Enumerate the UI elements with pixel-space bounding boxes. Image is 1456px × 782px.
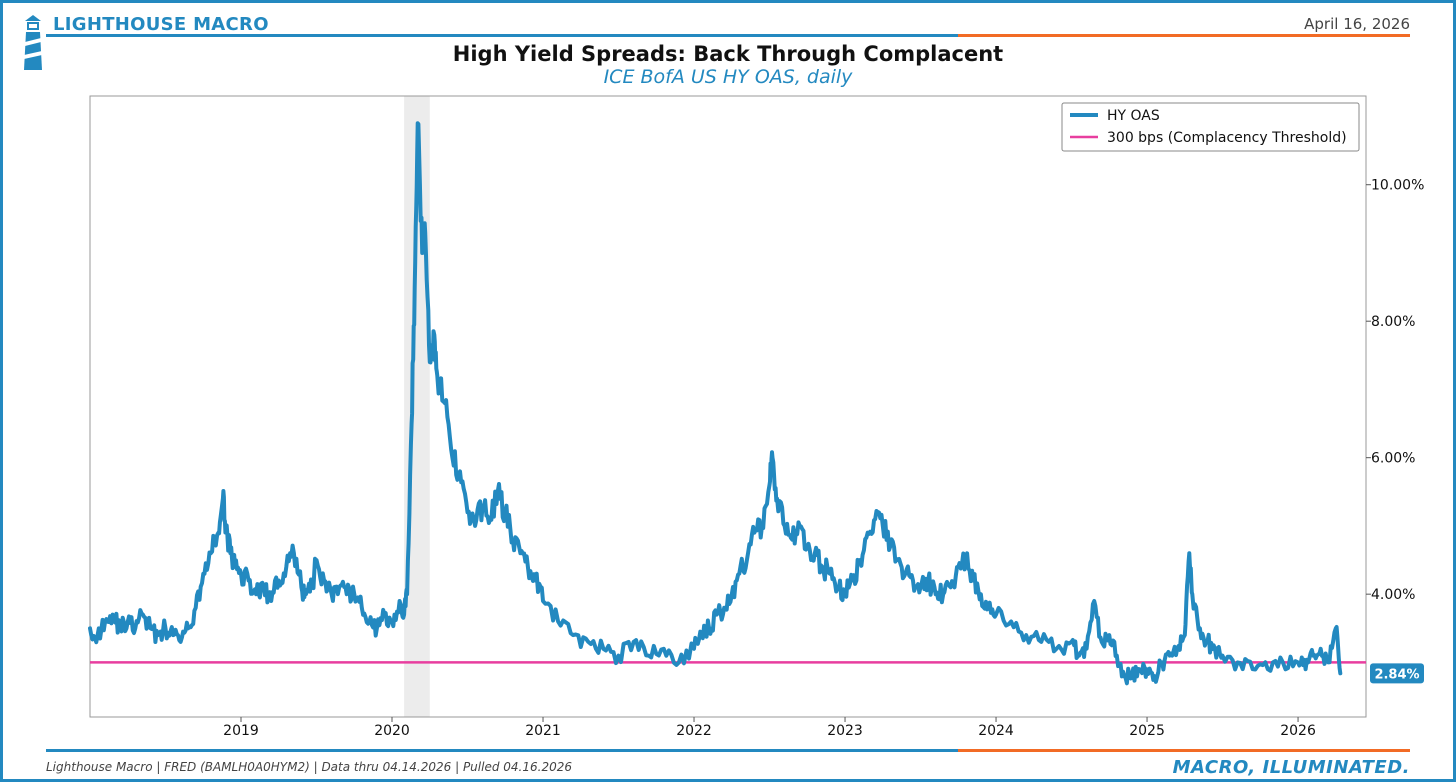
report-date: April 16, 2026	[1304, 15, 1410, 33]
x-axis: 2019 2020 2021 2022 2023 2024 2025 2026	[223, 717, 1316, 739]
chart-subtitle: ICE BofA US HY OAS, daily	[603, 66, 853, 88]
chart-title: High Yield Spreads: Back Through Complac…	[452, 42, 1004, 66]
lighthouse-logo-icon	[24, 15, 42, 70]
last-value-badge: 2.84%	[1370, 663, 1424, 684]
x-tick-label: 2019	[223, 723, 259, 739]
brand-name: LIGHTHOUSE MACRO	[53, 14, 269, 35]
footer-rule-blue	[46, 749, 958, 752]
x-tick-label: 2026	[1280, 723, 1316, 739]
source-note: Lighthouse Macro | FRED (BAMLH0A0HYM2) |…	[46, 760, 572, 774]
legend-label-threshold: 300 bps (Complacency Threshold)	[1107, 130, 1347, 146]
footer-rule-orange	[958, 749, 1410, 752]
plot-area	[89, 95, 1367, 718]
x-tick-label: 2024	[978, 723, 1014, 739]
x-tick-label: 2025	[1129, 723, 1165, 739]
hy-oas-line	[88, 121, 1343, 686]
x-tick-label: 2021	[525, 723, 561, 739]
x-tick-label: 2020	[374, 723, 410, 739]
legend: HY OAS 300 bps (Complacency Threshold)	[1061, 102, 1360, 152]
x-tick-label: 2022	[676, 723, 712, 739]
header-rule-orange	[958, 34, 1410, 37]
y-tick-label: 8.00%	[1371, 314, 1415, 330]
y-tick-label: 4.00%	[1371, 587, 1415, 603]
legend-box	[1061, 102, 1360, 152]
legend-label-hy: HY OAS	[1107, 108, 1160, 124]
y-axis: 4.00% 6.00% 8.00% 10.00%	[1366, 178, 1424, 603]
last-value-badge-bg	[1370, 663, 1424, 684]
tagline: MACRO, ILLUMINATED.	[1172, 757, 1410, 778]
y-tick-label: 6.00%	[1371, 451, 1415, 467]
y-tick-label: 10.00%	[1371, 178, 1424, 194]
last-value-label: 2.84%	[1374, 667, 1419, 682]
x-tick-label: 2023	[827, 723, 863, 739]
header-rule-blue	[46, 34, 958, 37]
